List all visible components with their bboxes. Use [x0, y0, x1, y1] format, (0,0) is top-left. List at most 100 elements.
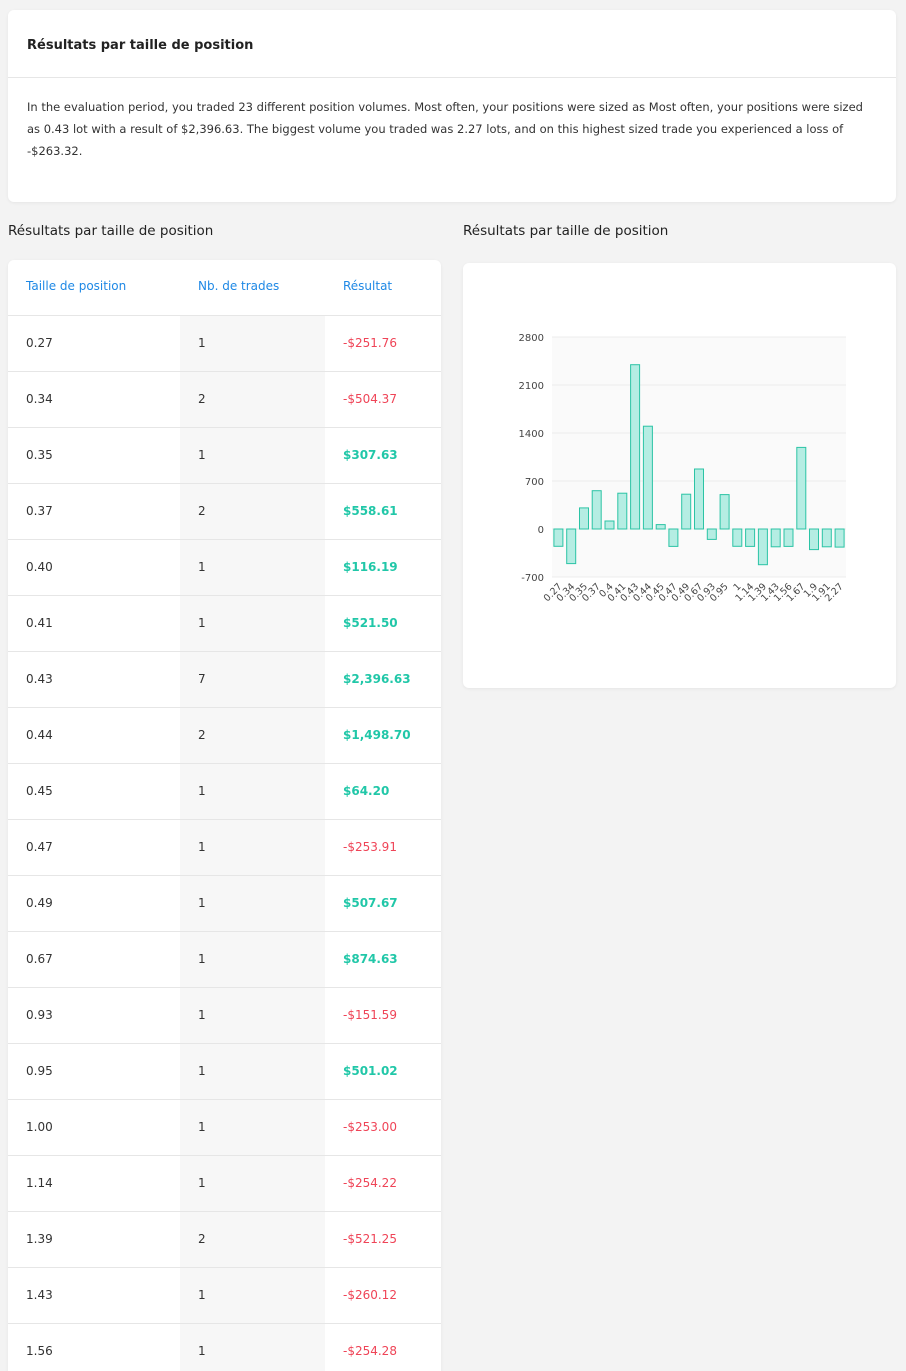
chart-svg: 2800210014007000-7000.270.340.350.370.40…: [519, 333, 846, 604]
table-header: Taille de position Nb. de trades Résulta…: [8, 260, 441, 316]
position-size-cell: 0.43: [26, 672, 53, 686]
bar[interactable]: [796, 446, 807, 530]
table-row: 0.40 1 $116.19: [8, 540, 441, 596]
table-row: 0.27 1 -$251.76: [8, 316, 441, 372]
result-cell: -$504.37: [343, 392, 397, 406]
position-size-cell: 0.49: [26, 896, 53, 910]
table-row: 0.95 1 $501.02: [8, 1044, 441, 1100]
result-cell: $501.02: [343, 1064, 398, 1078]
table-row: 1.56 1 -$254.28: [8, 1324, 441, 1371]
bar[interactable]: [757, 528, 768, 566]
bar[interactable]: [579, 507, 589, 530]
trade-count-cell: 1: [198, 952, 206, 966]
trade-count-cell: 1: [198, 448, 206, 462]
position-size-cell: 1.43: [26, 1288, 53, 1302]
table-row: 1.00 1 -$253.00: [8, 1100, 441, 1156]
result-cell: $558.61: [343, 504, 398, 518]
table-row: 0.47 1 -$253.91: [8, 820, 441, 876]
chart-section-title: Résultats par taille de position: [463, 223, 669, 239]
result-cell: -$251.76: [343, 336, 397, 350]
table-row: 1.39 2 -$521.25: [8, 1212, 441, 1268]
bar[interactable]: [642, 425, 653, 530]
table-row: 0.34 2 -$504.37: [8, 372, 441, 428]
bar[interactable]: [591, 490, 602, 530]
bar[interactable]: [770, 528, 781, 548]
summary-text: In the evaluation period, you traded 23 …: [27, 100, 863, 158]
position-size-cell: 0.35: [26, 448, 53, 462]
result-cell: $64.20: [343, 784, 390, 798]
trade-count-cell: 1: [198, 784, 206, 798]
header-trade-count[interactable]: Nb. de trades: [198, 279, 280, 293]
header-position-size[interactable]: Taille de position: [26, 279, 127, 293]
bar[interactable]: [834, 528, 845, 548]
bar[interactable]: [668, 528, 679, 547]
header-result[interactable]: Résultat: [343, 279, 393, 293]
position-size-cell: 1.56: [26, 1344, 53, 1358]
table-row: 0.45 1 $64.20: [8, 764, 441, 820]
result-cell: -$151.59: [343, 1008, 397, 1022]
result-cell: -$521.25: [343, 1232, 397, 1246]
position-size-cell: 0.95: [26, 1064, 53, 1078]
table-row: 0.67 1 $874.63: [8, 932, 441, 988]
position-size-cell: 0.93: [26, 1008, 53, 1022]
trade-count-cell: 1: [198, 1288, 206, 1302]
table-row: 0.41 1 $521.50: [8, 596, 441, 652]
y-tick-label: 0: [538, 525, 544, 536]
result-cell: $307.63: [343, 448, 398, 462]
trade-count-cell: 1: [198, 1176, 206, 1190]
bar[interactable]: [732, 528, 743, 547]
bar[interactable]: [655, 524, 666, 530]
results-table: Taille de position Nb. de trades Résulta…: [8, 260, 441, 1371]
bar[interactable]: [630, 364, 641, 530]
trade-count-cell: 2: [198, 504, 206, 518]
bar[interactable]: [553, 528, 564, 547]
position-size-cell: 0.45: [26, 784, 53, 798]
trade-count-cell: 2: [198, 1232, 206, 1246]
y-tick-label: -700: [521, 573, 544, 584]
table-body: 0.27 1 -$251.76 0.34 2 -$504.37 0.35 1 $307.63 0.…: [8, 316, 441, 1371]
bar[interactable]: [604, 520, 615, 530]
bar[interactable]: [809, 528, 819, 551]
position-size-cell: 0.41: [26, 616, 53, 630]
trade-count-cell: 1: [198, 1064, 206, 1078]
position-size-cell: 0.37: [26, 504, 53, 518]
result-cell: $874.63: [343, 952, 398, 966]
position-size-cell: 1.00: [26, 1120, 53, 1134]
bar[interactable]: [694, 468, 704, 530]
bar[interactable]: [617, 492, 628, 530]
result-cell: -$254.28: [343, 1344, 397, 1358]
summary-title: Résultats par taille de position: [8, 10, 896, 78]
bar[interactable]: [566, 528, 577, 565]
bar[interactable]: [706, 528, 717, 540]
chart-card: 2800 2100 1400 700 0 -700 0.27 0.34 0.35 0.37 0.4 0…: [463, 263, 896, 688]
table-row: 0.43 7 $2,396.63: [8, 652, 441, 708]
trades-column-shade: [180, 316, 325, 1371]
trade-count-cell: 2: [198, 728, 206, 742]
bar[interactable]: [745, 528, 756, 547]
y-tick-label: 2100: [519, 381, 544, 392]
table-row: 1.43 1 -$260.12: [8, 1268, 441, 1324]
position-size-cell: 0.34: [26, 392, 53, 406]
trade-count-cell: 2: [198, 392, 206, 406]
result-cell: $507.67: [343, 896, 398, 910]
result-cell: $116.19: [343, 560, 398, 574]
bar[interactable]: [681, 493, 692, 530]
result-cell: -$260.12: [343, 1288, 397, 1302]
trade-count-cell: 1: [198, 560, 206, 574]
table-row: 1.14 1 -$254.22: [8, 1156, 441, 1212]
table-row: 0.35 1 $307.63: [8, 428, 441, 484]
result-cell: -$254.22: [343, 1176, 397, 1190]
bar[interactable]: [783, 528, 794, 547]
y-tick-label: 2800: [519, 333, 544, 344]
bar[interactable]: [719, 494, 730, 530]
bar[interactable]: [821, 528, 832, 548]
result-cell: -$253.00: [343, 1120, 397, 1134]
table-row: 0.44 2 $1,498.70: [8, 708, 441, 764]
trade-count-cell: 1: [198, 896, 206, 910]
position-size-cell: 0.44: [26, 728, 53, 742]
position-size-cell: 0.67: [26, 952, 53, 966]
table-row: 0.49 1 $507.67: [8, 876, 441, 932]
result-cell: $2,396.63: [343, 672, 411, 686]
table-section-title: Résultats par taille de position: [8, 223, 214, 239]
result-cell: -$253.91: [343, 840, 397, 854]
